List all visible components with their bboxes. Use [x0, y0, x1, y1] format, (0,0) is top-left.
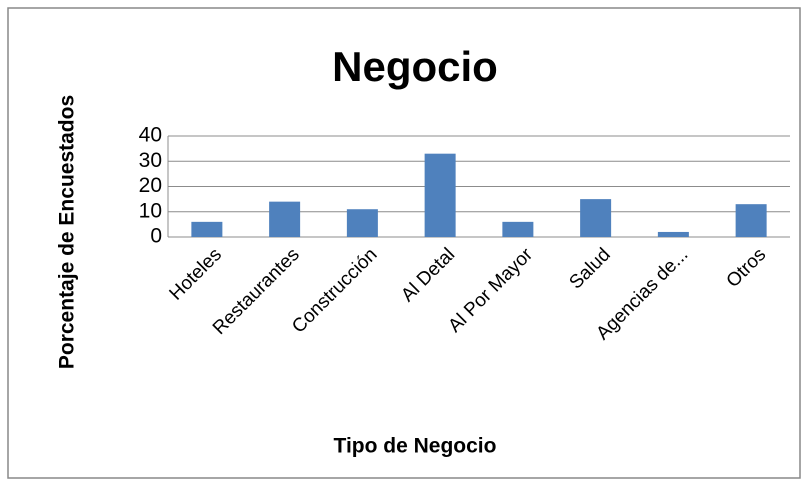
x-axis-label: Tipo de Negocio: [334, 435, 497, 458]
bar: [346, 209, 378, 237]
bar: [580, 199, 612, 237]
y-tick-label: 30: [139, 149, 162, 172]
bar: [502, 221, 534, 237]
chart-border: [7, 7, 801, 479]
y-axis-label: Porcentaje de Encuestados: [56, 95, 79, 369]
y-tick-label: 0: [150, 225, 162, 248]
bar: [735, 204, 767, 237]
bar: [424, 153, 456, 237]
chart-title: Negocio: [332, 43, 498, 90]
y-tick-label: 40: [139, 124, 162, 147]
bar: [657, 231, 689, 237]
y-tick-label: 20: [139, 174, 162, 197]
bar: [269, 201, 301, 237]
y-tick-label: 10: [139, 199, 162, 222]
bar: [191, 221, 223, 237]
